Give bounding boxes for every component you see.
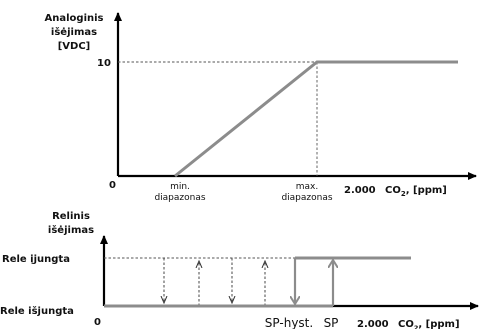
top-max-label-line2: diapazonas <box>281 193 332 203</box>
bottom-x-value: 2.000 <box>357 319 389 329</box>
top-min-label-line1: min. <box>170 182 190 192</box>
analog-output-curve <box>174 60 458 178</box>
top-max-label-line1: max. <box>296 182 318 192</box>
bottom-x-unit: CO2, [ppm] <box>398 319 460 329</box>
top-x-origin: 0 <box>109 180 116 191</box>
top-y-title-line1: Analoginis <box>45 13 104 24</box>
bottom-x-origin: 0 <box>94 317 101 328</box>
top-y-tick-10: 10 <box>97 58 111 69</box>
top-y-title-line3: [VDC] <box>58 41 91 52</box>
bottom-y-title-line1: Relinis <box>52 211 90 222</box>
relay-off-label: Rele išjungta <box>0 305 74 317</box>
relay-on-label: Rele įjungta <box>2 254 70 265</box>
bottom-y-title-line2: išėjimas <box>48 224 94 236</box>
analog-output-chart: Analoginis išėjimas [VDC] 10 0 min. diap… <box>45 12 477 203</box>
top-min-label-line2: diapazonas <box>154 193 205 203</box>
relay-output-chart: Relinis išėjimas Rele įjungta Rele išjun… <box>0 211 479 329</box>
top-x-unit: CO2, [ppm] <box>385 185 447 198</box>
sp-label: SP <box>324 316 339 329</box>
sp-hyst-label: SP-hyst. <box>265 316 313 329</box>
top-y-title-line2: išėjimas <box>51 26 97 38</box>
top-x-value: 2.000 <box>344 185 376 196</box>
